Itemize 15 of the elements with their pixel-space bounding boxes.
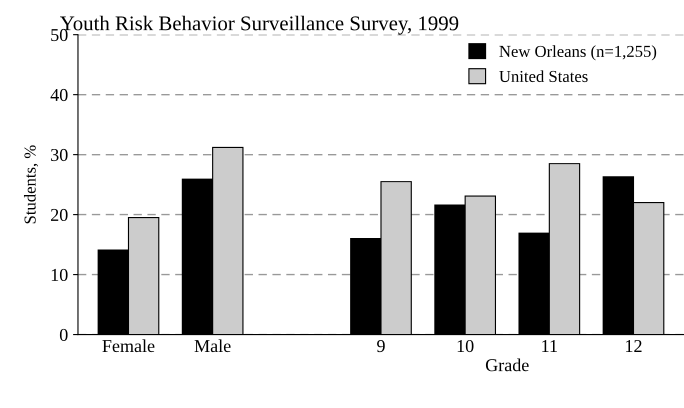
x-tick-label: Female: [102, 339, 154, 352]
legend-label: New Orleans (n=1,255): [499, 45, 656, 60]
x-tick-label: 11: [542, 340, 557, 352]
y-tick-label: 40: [50, 88, 68, 102]
x-tick-label: 9: [377, 340, 385, 352]
x-axis-title: Grade: [486, 358, 529, 372]
y-axis-title: Students, %: [24, 145, 38, 224]
x-tick-label: 12: [626, 340, 642, 352]
y-tick-label: 0: [60, 328, 68, 341]
x-tick-label: 10: [458, 340, 474, 352]
y-tick-label: 30: [51, 148, 68, 162]
y-tick-label: 10: [52, 268, 68, 282]
x-tick-label: Male: [194, 339, 231, 352]
legend-label: United States: [499, 70, 588, 82]
y-tick-label: 20: [50, 208, 68, 222]
